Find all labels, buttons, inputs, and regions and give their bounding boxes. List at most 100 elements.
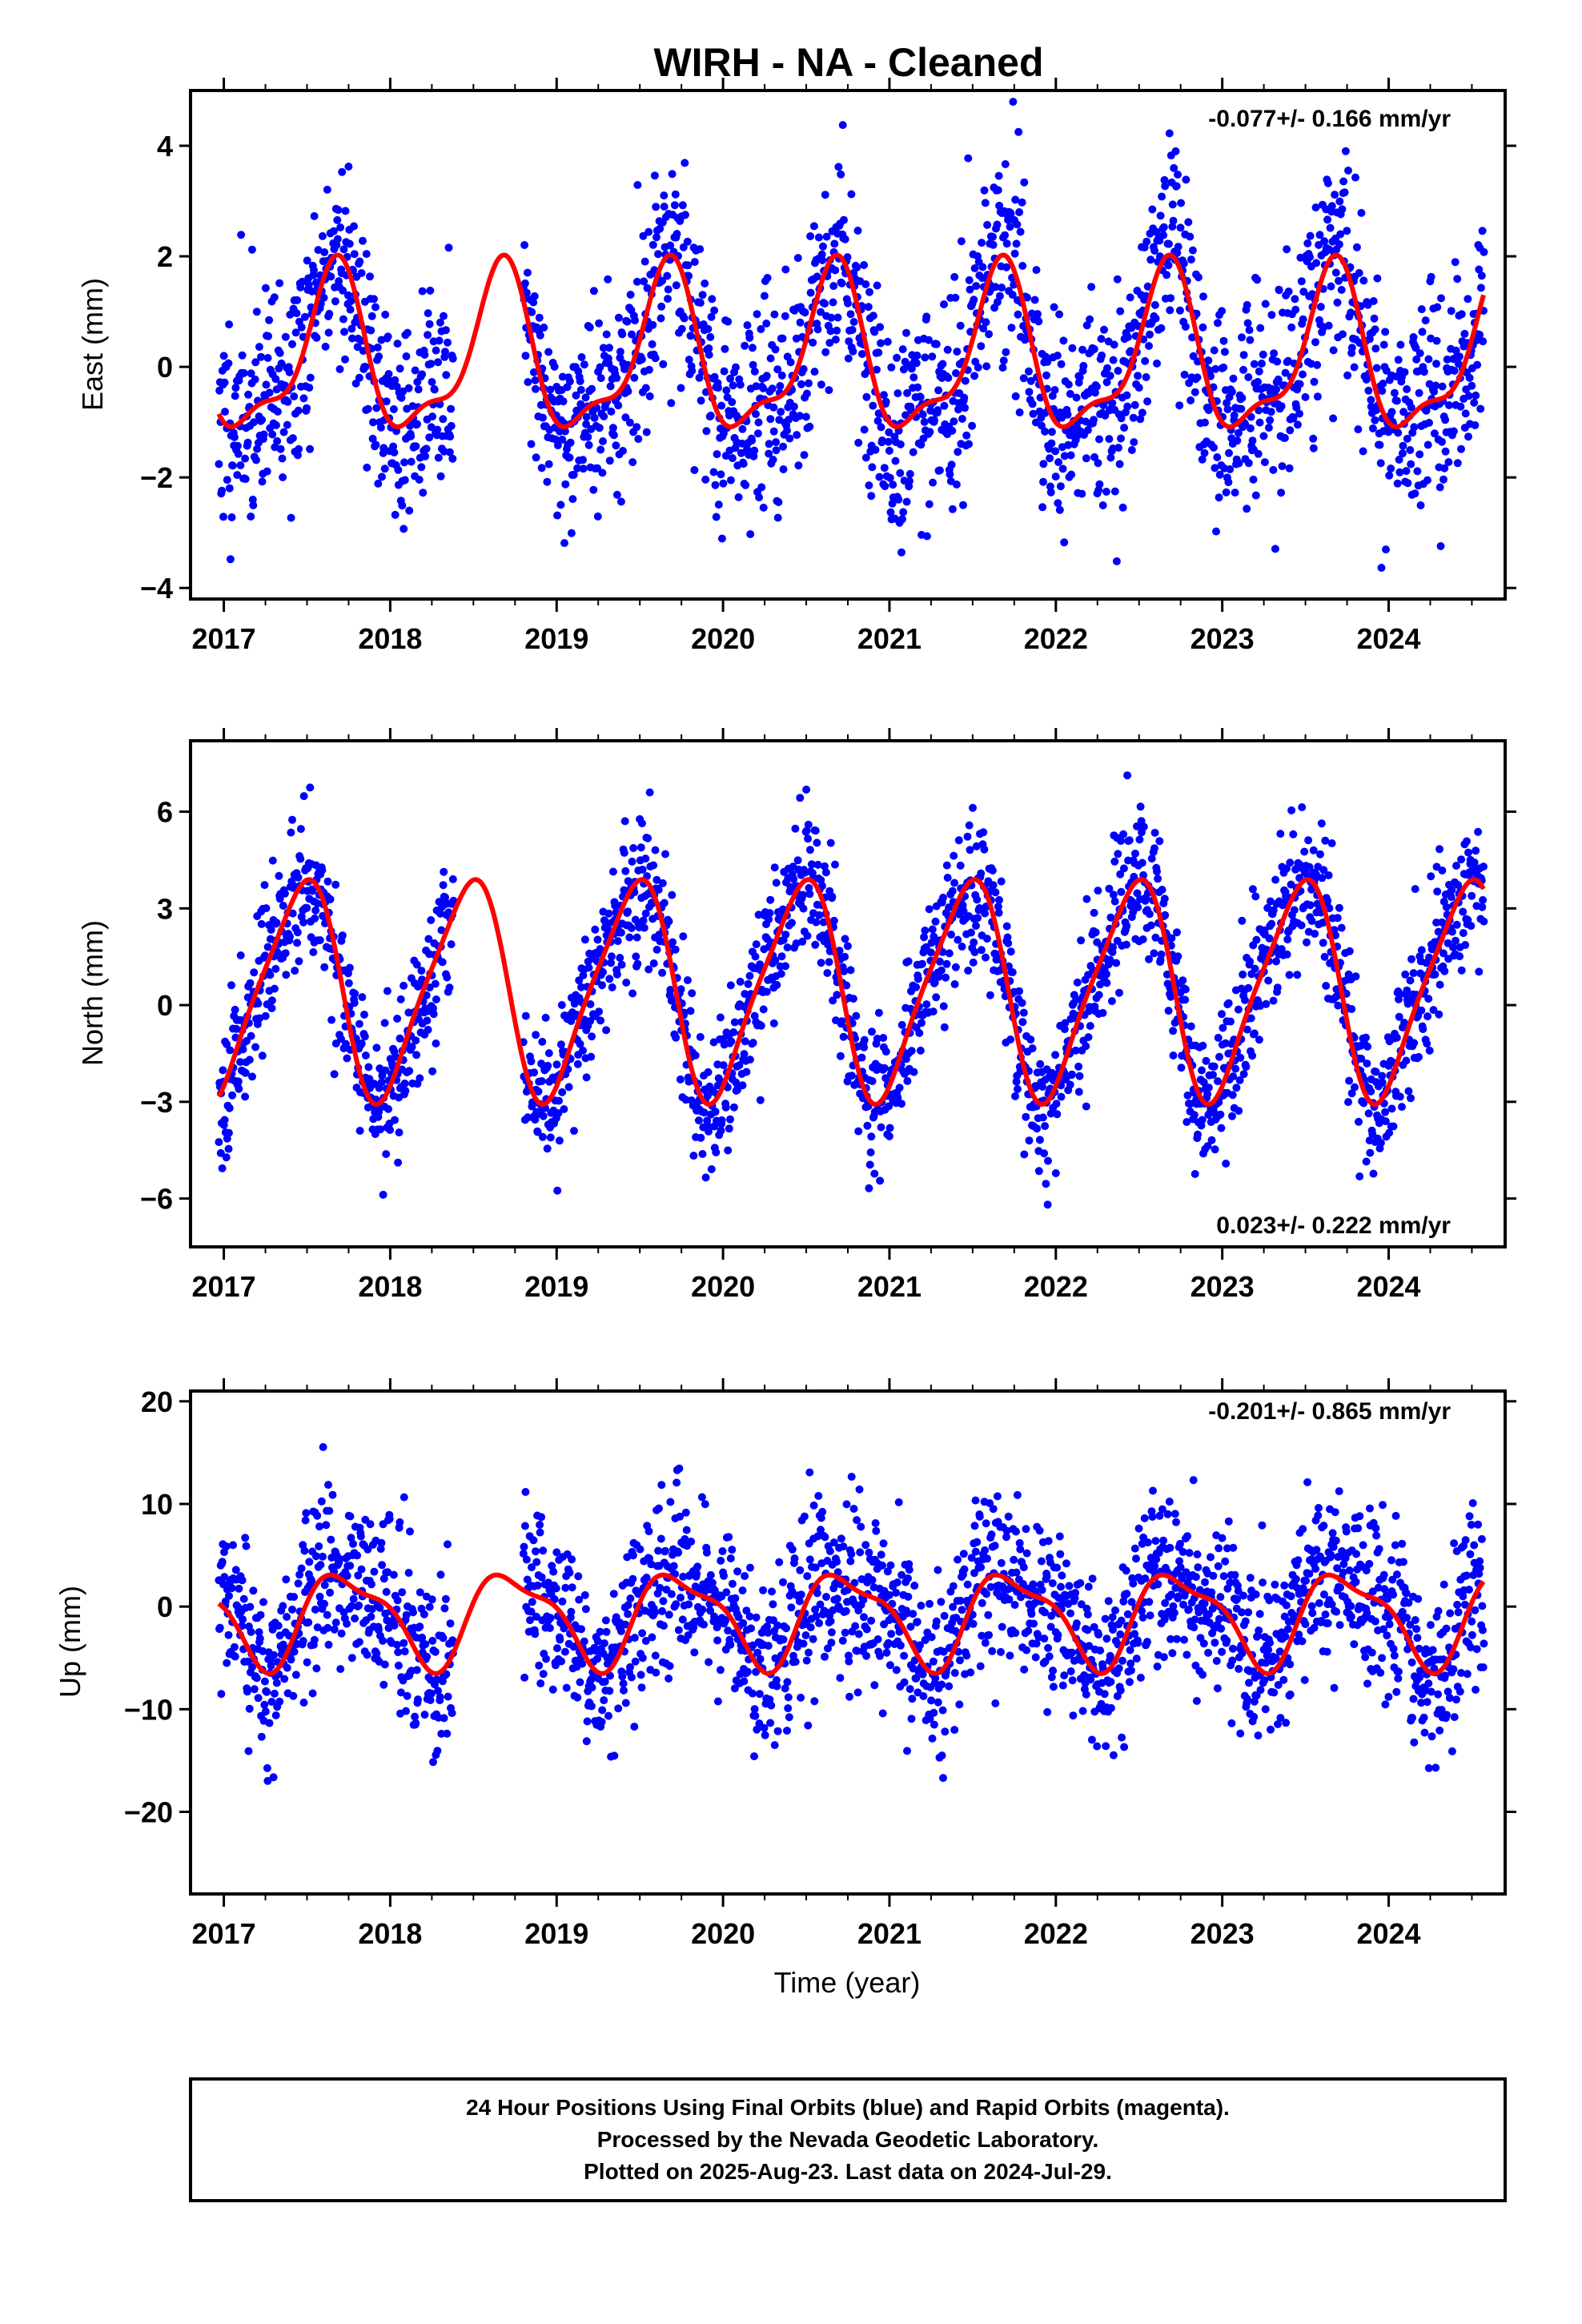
north-data-point — [1289, 830, 1298, 838]
up-data-point — [217, 1690, 226, 1699]
east-data-point — [363, 404, 372, 413]
up-data-point — [320, 1599, 328, 1608]
east-data-point — [1266, 416, 1275, 424]
north-data-point — [1283, 950, 1291, 959]
east-data-point — [870, 328, 879, 336]
east-data-point — [599, 344, 608, 352]
east-data-point — [247, 513, 255, 521]
east-data-point — [261, 283, 270, 292]
north-data-point — [1311, 930, 1319, 938]
north-y-tick-label: 3 — [157, 892, 173, 925]
east-data-point — [1141, 356, 1150, 365]
north-data-point — [250, 968, 259, 977]
east-data-point — [428, 378, 436, 386]
north-data-point — [318, 866, 327, 875]
north-data-point — [1004, 939, 1013, 947]
north-data-point — [1363, 1059, 1371, 1068]
east-data-point — [1114, 367, 1122, 375]
east-data-point — [1004, 215, 1013, 224]
east-data-point — [737, 439, 746, 448]
east-data-point — [1261, 300, 1270, 308]
north-data-point — [1211, 1145, 1219, 1154]
east-data-point — [355, 373, 363, 382]
east-data-point — [1378, 387, 1387, 396]
east-data-point — [1064, 380, 1073, 389]
east-data-point — [1019, 374, 1028, 383]
north-data-point — [412, 1051, 421, 1059]
east-data-point — [1382, 366, 1391, 375]
east-data-point — [418, 370, 427, 379]
east-data-point — [755, 493, 764, 502]
north-data-point — [895, 1084, 904, 1092]
up-data-point — [355, 1601, 363, 1610]
north-data-point — [262, 904, 271, 913]
east-x-tick-label: 2022 — [1024, 622, 1088, 655]
east-data-point — [579, 464, 588, 473]
north-data-point — [1425, 1046, 1434, 1055]
north-data-point — [427, 916, 436, 924]
east-data-point — [817, 380, 825, 389]
east-data-point — [713, 450, 721, 459]
north-data-point — [1084, 1033, 1093, 1042]
north-data-point — [1423, 1039, 1431, 1048]
east-data-point — [1225, 448, 1233, 457]
up-data-point — [316, 1561, 325, 1569]
north-data-point — [1273, 983, 1282, 992]
east-data-point — [1367, 396, 1375, 404]
east-data-point — [921, 353, 930, 362]
east-data-point — [1327, 282, 1335, 291]
north-data-point — [338, 931, 347, 940]
up-data-point — [224, 1630, 233, 1639]
east-data-point — [1145, 342, 1153, 350]
east-data-point — [905, 476, 913, 485]
north-data-point — [1447, 893, 1456, 902]
east-data-point — [371, 303, 379, 312]
east-data-point — [1418, 328, 1427, 336]
up-data-point — [380, 1660, 389, 1669]
east-data-point — [536, 331, 544, 340]
north-data-point — [1298, 803, 1307, 811]
east-data-point — [1399, 408, 1408, 416]
east-data-point — [1306, 253, 1314, 261]
east-data-point — [1039, 460, 1048, 468]
east-data-point — [970, 264, 979, 272]
east-data-point — [1275, 286, 1283, 295]
north-data-point — [857, 1053, 866, 1062]
east-data-point — [702, 427, 711, 436]
north-data-point — [261, 1011, 270, 1020]
north-data-point — [633, 959, 642, 968]
east-data-point — [814, 233, 823, 242]
north-rate-label: 0.023+/- 0.222 mm/yr — [1216, 1212, 1451, 1239]
up-data-point — [431, 1647, 440, 1656]
east-data-point — [779, 442, 788, 451]
north-data-point — [543, 1144, 552, 1153]
north-data-point — [1002, 922, 1011, 931]
east-data-point — [244, 390, 253, 399]
north-data-point — [1362, 1033, 1370, 1042]
up-data-point — [336, 1665, 345, 1674]
north-data-point — [644, 834, 652, 842]
east-data-point — [1110, 487, 1119, 496]
north-data-point — [701, 1173, 710, 1182]
east-data-point — [1256, 324, 1265, 332]
east-data-point — [596, 445, 605, 454]
east-data-point — [1259, 350, 1267, 359]
east-data-point — [1316, 303, 1325, 312]
up-data-point — [549, 1567, 558, 1576]
east-data-point — [585, 323, 594, 332]
north-data-point — [640, 923, 648, 932]
east-data-point — [593, 512, 602, 521]
east-data-point — [258, 477, 267, 486]
east-data-point — [1285, 464, 1294, 472]
up-data-point — [239, 1594, 248, 1603]
east-data-point — [546, 385, 555, 394]
east-data-point — [902, 328, 910, 337]
up-data-point — [323, 1610, 331, 1619]
north-data-point — [994, 908, 1003, 917]
east-data-point — [272, 385, 281, 394]
east-data-point — [877, 436, 886, 444]
north-data-point — [1122, 940, 1130, 949]
east-data-point — [654, 250, 662, 259]
north-data-point — [707, 1165, 716, 1173]
east-data-point — [1436, 542, 1445, 550]
